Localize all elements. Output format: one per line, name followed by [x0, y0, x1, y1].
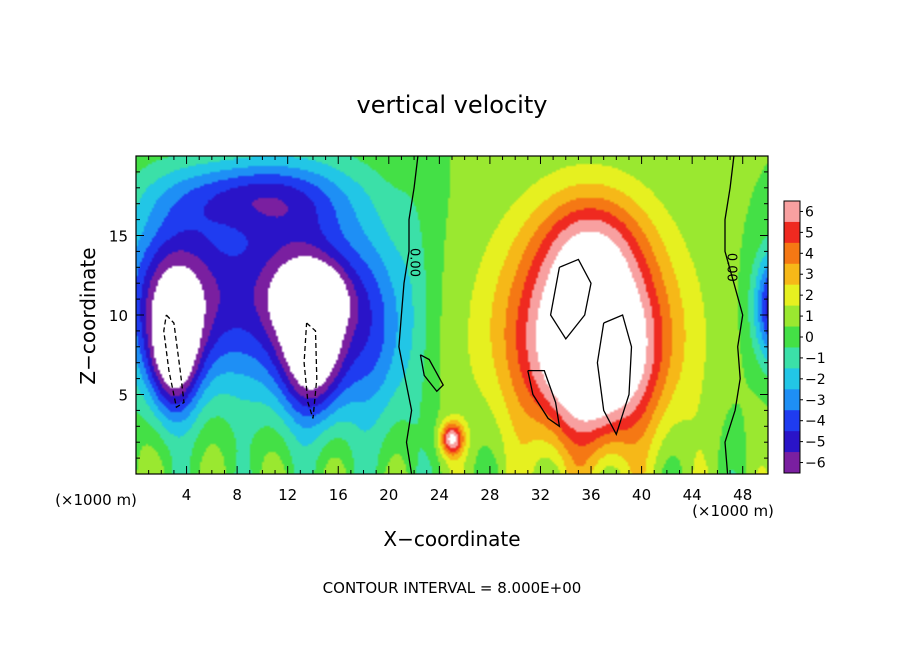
x-tick-label-4: 4	[182, 486, 192, 504]
x-tick-label-36: 36	[581, 486, 600, 504]
colorbar-swatch--6	[784, 452, 800, 474]
x-unit-right: (×1000 m)	[692, 502, 774, 520]
x-axis: 4 8 12 16 20 24 28 32 36 40 44 48	[148, 156, 756, 504]
colorbar-tick-label: 1	[805, 309, 814, 325]
contour-interval-note: CONTOUR INTERVAL = 8.000E+00	[323, 579, 582, 597]
y-axis: 5 10 15	[109, 171, 768, 459]
colorbar-tick-label: −6	[805, 456, 826, 472]
colorbar-swatch-0	[784, 326, 800, 348]
contour-solid-core-a	[549, 258, 592, 341]
contour-line-right	[724, 156, 744, 474]
colorbar-swatch-4	[784, 242, 800, 265]
colorbar-tick-label: −3	[805, 393, 826, 409]
contour-dashed-mid	[303, 322, 318, 419]
y-tick-label-15: 15	[109, 228, 128, 246]
colorbar-swatch--3	[784, 389, 800, 411]
x-tick-label-32: 32	[531, 486, 550, 504]
y-axis-label: Z−coordinate	[76, 247, 100, 384]
x-tick-label-48: 48	[733, 486, 752, 504]
colorbar-tick-label: −1	[805, 351, 826, 367]
x-axis-label: X−coordinate	[383, 527, 520, 551]
heatmap-field	[136, 156, 768, 474]
x-tick-label-20: 20	[379, 486, 398, 504]
contour-solid-core-b	[596, 314, 633, 436]
x-tick-label-44: 44	[683, 486, 702, 504]
colorbar-swatch-2	[784, 284, 800, 307]
contour-labels: 0.00 0.00	[406, 248, 738, 282]
colorbar-swatch--4	[784, 410, 800, 432]
colorbar-tick-label: 6	[805, 204, 814, 220]
contour-solid-core-c	[527, 369, 561, 428]
colorbar-tick-label: −5	[805, 435, 826, 451]
x-unit-left: (×1000 m)	[55, 491, 137, 509]
colorbar-tick-label: 4	[805, 246, 814, 262]
x-tick-label-16: 16	[329, 486, 348, 504]
colorbar-swatch--2	[784, 368, 800, 390]
colorbar-tick-label: 3	[805, 267, 814, 283]
colorbar: 6 5 4 3 2 1 0 −1 −2 −3 −4 −5 −6	[783, 200, 826, 474]
y-tick-label-5: 5	[118, 387, 128, 405]
colorbar-tick-label: 0	[805, 330, 814, 346]
colorbar-swatch-1	[784, 305, 800, 328]
colorbar-tick-label: 2	[805, 288, 814, 304]
colorbar-tick-label: 5	[805, 225, 814, 241]
chart-title: vertical velocity	[357, 91, 548, 119]
x-tick-label-40: 40	[632, 486, 651, 504]
contour-label-0: 0.00	[406, 248, 421, 277]
x-tick-label-8: 8	[232, 486, 242, 504]
colorbar-tick-label: −4	[805, 414, 826, 430]
colorbar-tick-label: −2	[805, 372, 826, 388]
contour-line-left	[398, 156, 419, 474]
contour-lines	[163, 156, 744, 474]
colorbar-swatch-3	[784, 263, 800, 286]
y-tick-label-10: 10	[109, 307, 128, 325]
x-tick-label-24: 24	[430, 486, 449, 504]
contour-dashed-left	[163, 314, 185, 409]
colorbar-swatch-6	[784, 201, 800, 223]
contour-label-1: 0.00	[724, 253, 739, 282]
x-tick-label-12: 12	[278, 486, 297, 504]
heatmap-canvas	[136, 156, 768, 474]
colorbar-swatch--5	[784, 431, 800, 453]
x-tick-label-28: 28	[480, 486, 499, 504]
colorbar-swatch-5	[784, 221, 800, 244]
plot-area: 0.00 0.00	[135, 155, 769, 475]
colorbar-swatch--1	[784, 347, 800, 369]
contour-solid-small	[419, 354, 445, 393]
